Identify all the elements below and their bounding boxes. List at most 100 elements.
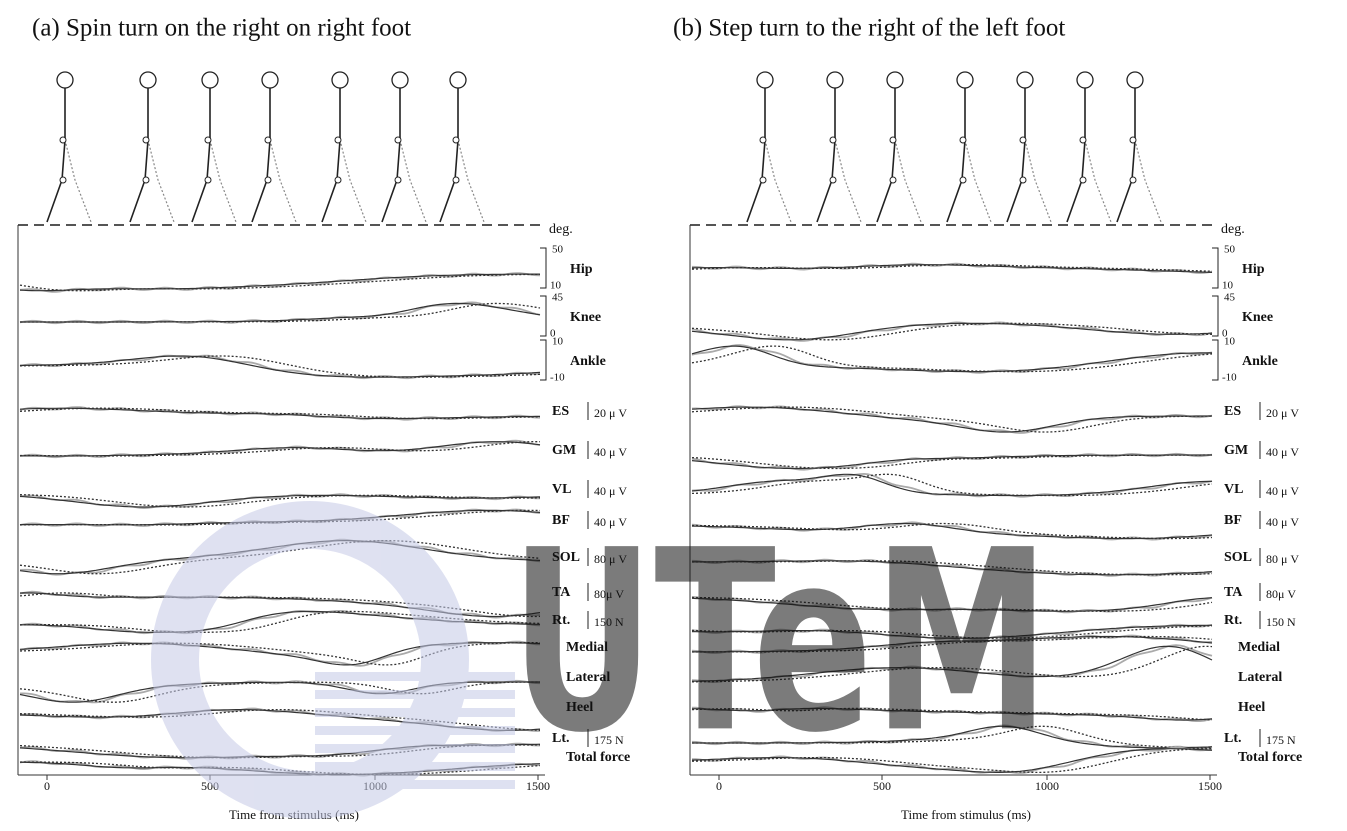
figure-leg bbox=[148, 140, 174, 222]
figure-leg bbox=[458, 140, 484, 222]
watermark: UTeM bbox=[175, 496, 1050, 795]
figure-leg bbox=[835, 140, 861, 222]
figure-joint bbox=[760, 137, 766, 143]
scale-top: 10 bbox=[1224, 336, 1236, 348]
figure-leg bbox=[400, 140, 426, 222]
scale-label: 40 μ V bbox=[594, 445, 627, 459]
scale-bottom: -10 bbox=[550, 372, 565, 384]
figure-joint bbox=[453, 177, 459, 183]
figure-joint bbox=[1130, 137, 1136, 143]
trace-gray bbox=[692, 345, 1212, 373]
figure-joint bbox=[1080, 137, 1086, 143]
x-tick-label: 0 bbox=[44, 779, 50, 793]
unit-label: deg. bbox=[549, 222, 573, 237]
scale-label: 40 μ V bbox=[1266, 484, 1299, 498]
figure-head bbox=[262, 72, 278, 88]
scale-label: 40 μ V bbox=[1266, 445, 1299, 459]
trace-dotted bbox=[20, 356, 540, 377]
scale-bracket bbox=[1212, 296, 1218, 336]
figure-leg bbox=[270, 140, 296, 222]
trace-dotted bbox=[692, 474, 1212, 495]
row-label: Hip bbox=[1242, 262, 1265, 277]
row-label: Total force bbox=[1238, 750, 1302, 765]
figure-joint bbox=[1020, 177, 1026, 183]
trace-dotted bbox=[20, 303, 540, 322]
row-label: Heel bbox=[1238, 700, 1265, 715]
figure-body bbox=[382, 88, 400, 222]
figure-body bbox=[877, 88, 895, 222]
row-label: Knee bbox=[570, 310, 601, 325]
trace-dotted bbox=[692, 407, 1212, 432]
row-label: Medial bbox=[1238, 640, 1280, 655]
figure-head bbox=[450, 72, 466, 88]
figure-leg bbox=[895, 140, 921, 222]
figure-body bbox=[747, 88, 765, 222]
trace-solid bbox=[20, 274, 540, 291]
scale-top: 45 bbox=[1224, 292, 1236, 304]
trace-dotted bbox=[692, 346, 1212, 372]
trace-gray bbox=[20, 441, 540, 458]
figure-head bbox=[332, 72, 348, 88]
figure-head bbox=[887, 72, 903, 88]
trace-solid bbox=[20, 356, 540, 377]
figure-head bbox=[140, 72, 156, 88]
panel-caption: (b) Step turn to the right of the left f… bbox=[673, 15, 1065, 42]
figure-body bbox=[1117, 88, 1135, 222]
scale-label: 150 N bbox=[1266, 615, 1296, 629]
figure-joint bbox=[265, 137, 271, 143]
row-label: GM bbox=[1224, 443, 1248, 458]
row-label: Knee bbox=[1242, 310, 1273, 325]
figure-joint bbox=[60, 177, 66, 183]
figure-joint bbox=[830, 137, 836, 143]
row-label: Ankle bbox=[570, 354, 606, 369]
figure-leg bbox=[210, 140, 236, 222]
figure-joint bbox=[960, 137, 966, 143]
figure-joint bbox=[60, 137, 66, 143]
scale-bracket bbox=[1212, 248, 1218, 288]
figure-leg bbox=[1135, 140, 1161, 222]
figure-joint bbox=[830, 177, 836, 183]
figure-head bbox=[1127, 72, 1143, 88]
figure-joint bbox=[453, 137, 459, 143]
figure-joint bbox=[143, 177, 149, 183]
trace-gray bbox=[20, 356, 540, 379]
trace-solid bbox=[692, 346, 1212, 372]
unit-label: deg. bbox=[1221, 222, 1245, 237]
figure-body bbox=[440, 88, 458, 222]
figure-head bbox=[827, 72, 843, 88]
figure-head bbox=[1017, 72, 1033, 88]
figure: (a) Spin turn on the right on right foot… bbox=[0, 0, 1347, 831]
row-label: GM bbox=[552, 443, 576, 458]
figure-leg bbox=[765, 140, 791, 222]
scale-top: 50 bbox=[552, 244, 564, 256]
figure-joint bbox=[890, 177, 896, 183]
figure-joint bbox=[205, 137, 211, 143]
figure-head bbox=[57, 72, 73, 88]
trace-solid bbox=[20, 303, 540, 322]
scale-label: 20 μ V bbox=[594, 406, 627, 420]
row-label: ES bbox=[1224, 404, 1241, 419]
figure-head bbox=[957, 72, 973, 88]
figure-joint bbox=[335, 137, 341, 143]
row-label: Ankle bbox=[1242, 354, 1278, 369]
row-label: VL bbox=[552, 482, 571, 497]
row-label: Lateral bbox=[1238, 670, 1282, 685]
row-label: Lt. bbox=[1224, 731, 1242, 746]
scale-bracket bbox=[1212, 340, 1218, 380]
scale-bottom: 10 bbox=[550, 280, 562, 292]
row-label: SOL bbox=[1224, 550, 1252, 565]
figure-leg bbox=[965, 140, 991, 222]
figure-body bbox=[817, 88, 835, 222]
figure-joint bbox=[1130, 177, 1136, 183]
figure-joint bbox=[395, 177, 401, 183]
scale-bottom: 10 bbox=[1222, 280, 1234, 292]
figure-body bbox=[47, 88, 65, 222]
figure-body bbox=[130, 88, 148, 222]
figure-joint bbox=[265, 177, 271, 183]
scale-label: 20 μ V bbox=[1266, 406, 1299, 420]
figure-leg bbox=[340, 140, 366, 222]
figure-head bbox=[757, 72, 773, 88]
scale-label: 175 N bbox=[1266, 733, 1296, 747]
figure-head bbox=[1077, 72, 1093, 88]
figure-joint bbox=[205, 177, 211, 183]
